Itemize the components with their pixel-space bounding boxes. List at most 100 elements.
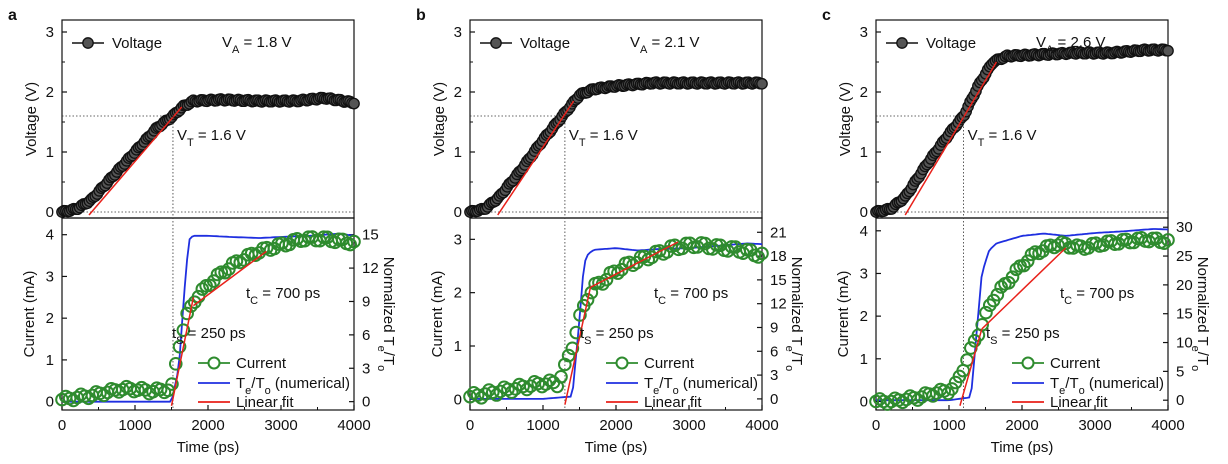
- current-marker: [1020, 254, 1035, 268]
- panel-letter: b: [416, 7, 426, 24]
- right-y-tick-label-part: 30: [1176, 219, 1193, 236]
- right-y-tick-label-part: 15: [1176, 306, 1193, 323]
- y-axis-title-part: Current (mA): [835, 271, 852, 358]
- tc-annotation-part: = 700 ps: [666, 285, 728, 302]
- y-tick-label-part: 0: [46, 204, 54, 221]
- current-marker: [652, 244, 667, 258]
- current-marker: [176, 323, 191, 337]
- right-y-tick-label: 18: [770, 248, 787, 265]
- panel-letter: a: [8, 7, 17, 24]
- x-axis-title: Time (ps): [991, 439, 1054, 456]
- current-marker: [316, 230, 331, 245]
- y-tick-label-part: 0: [860, 393, 868, 410]
- y-tick-label-part: 2: [46, 84, 54, 101]
- legend-voltage-marker: [490, 37, 502, 49]
- legend-fit-label: Linear fit: [644, 394, 702, 411]
- right-y-tick-label: 9: [362, 293, 370, 310]
- tc-annotation-part: C: [250, 295, 258, 307]
- x-tick-label-part: 3000: [264, 417, 297, 434]
- legend-fit-label: Linear fit: [236, 394, 294, 411]
- x-tick-label-part: 1000: [526, 417, 559, 434]
- right-y-tick-label-part: 15: [770, 272, 787, 289]
- current-marker: [1009, 262, 1024, 277]
- y-tick-label: 1: [860, 351, 868, 368]
- y-tick-label: 4: [860, 223, 868, 240]
- legend-current-label: Current: [644, 355, 695, 372]
- right-y-tick-label: 30: [1176, 219, 1193, 236]
- current-marker: [180, 306, 194, 321]
- y-tick-label: 0: [454, 391, 462, 408]
- voltage-marker: [1162, 44, 1174, 57]
- legend-current-marker: [615, 356, 629, 370]
- x-tick-label-part: 4000: [745, 417, 778, 434]
- x-tick-label-part: 3000: [1078, 417, 1111, 434]
- va-annotation-part: V: [222, 34, 232, 51]
- right-y-tick-label: 9: [770, 319, 778, 336]
- x-tick-label-part: 3000: [672, 417, 705, 434]
- y-tick-label: 0: [860, 393, 868, 410]
- x-tick-label: 1000: [118, 417, 151, 434]
- tc-annotation: tC = 700 ps: [246, 285, 320, 307]
- ts-annotation: tS = 250 ps: [172, 325, 246, 347]
- tc-annotation-part: t: [246, 285, 251, 302]
- x-tick-label-part: 0: [58, 417, 66, 434]
- ts-annotation: tS = 250 ps: [580, 325, 654, 347]
- right-y-tick-label-part: 12: [362, 260, 379, 277]
- ts-annotation: tS = 250 ps: [986, 325, 1060, 347]
- y-axis-title: Current (mA): [21, 271, 38, 358]
- y-tick-label-part: 1: [454, 144, 462, 161]
- right-y-axis-title-part: Normalized T: [1194, 257, 1211, 346]
- legend-te-label-part: T: [1050, 375, 1059, 392]
- current-marker: [195, 282, 210, 296]
- va-annotation-part: = 2.6 V: [1053, 34, 1105, 51]
- y-tick-label: 3: [454, 24, 462, 41]
- vt-annotation-part: V: [177, 127, 187, 144]
- va-annotation-part: = 2.1 V: [647, 34, 699, 51]
- current-marker: [96, 388, 111, 403]
- ts-annotation-part: S: [990, 335, 997, 347]
- x-tick-label-part: 1000: [932, 417, 965, 434]
- current-marker: [218, 265, 232, 280]
- current-marker: [599, 272, 614, 287]
- right-y-tick-label-part: 20: [1176, 277, 1193, 294]
- bottom-linear-fit: [192, 250, 267, 307]
- va-annotation: VA = 2.6 V: [1036, 34, 1105, 56]
- x-axis-title-part: Time (ps): [991, 439, 1054, 456]
- panel-letter: c: [822, 7, 831, 24]
- right-y-tick-label: 25: [1176, 248, 1193, 265]
- x-tick-label: 4000: [1151, 417, 1184, 434]
- right-y-axis-title-part: e: [1189, 346, 1201, 352]
- x-tick-label: 2000: [191, 417, 224, 434]
- y-tick-label: 3: [46, 24, 54, 41]
- legend-current-label-part: Current: [1050, 355, 1101, 372]
- y-axis-title-part: Voltage (V): [431, 82, 448, 156]
- legend-te-label-part: (numerical): [271, 375, 350, 392]
- y-tick-label: 1: [454, 144, 462, 161]
- legend-te-label-part: e: [653, 385, 659, 397]
- x-tick-label: 0: [872, 417, 880, 434]
- x-tick-label: 1000: [526, 417, 559, 434]
- right-y-tick-label-part: 15: [362, 227, 379, 244]
- voltage-marker: [756, 77, 768, 90]
- tc-annotation-part: = 700 ps: [258, 285, 320, 302]
- right-y-tick-label: 12: [770, 296, 787, 313]
- current-marker: [554, 369, 568, 384]
- legend-fit-label: Linear fit: [1050, 394, 1108, 411]
- y-tick-label: 0: [46, 204, 54, 221]
- current-marker: [1161, 233, 1175, 247]
- right-y-tick-label-part: 9: [770, 319, 778, 336]
- bottom-linear-fit: [959, 328, 983, 406]
- current-marker: [1005, 270, 1020, 284]
- right-y-tick-label: 3: [362, 360, 370, 377]
- x-tick-label-part: 2000: [191, 417, 224, 434]
- right-y-tick-label-part: 6: [362, 327, 370, 344]
- legend-voltage-label: Voltage: [926, 35, 976, 52]
- legend-current-label-part: Current: [236, 355, 287, 372]
- current-marker: [520, 382, 534, 397]
- y-axis-title-part: Current (mA): [429, 271, 446, 358]
- right-y-axis-title-part: o: [783, 365, 795, 371]
- y-tick-label-part: 0: [860, 204, 868, 221]
- right-y-tick-label: 6: [770, 343, 778, 360]
- ts-annotation-part: t: [172, 325, 177, 342]
